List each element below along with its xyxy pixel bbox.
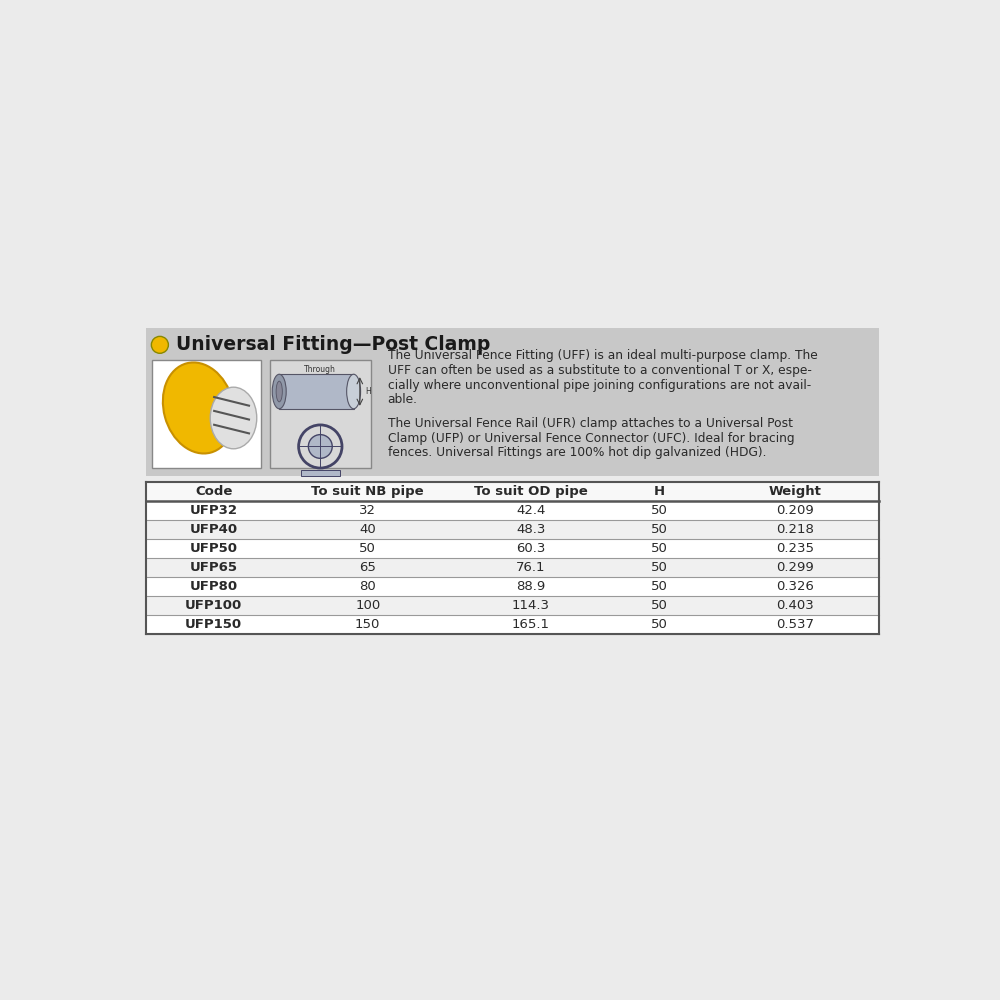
Text: 50: 50 <box>651 542 668 555</box>
Ellipse shape <box>272 374 286 409</box>
Text: 60.3: 60.3 <box>516 542 546 555</box>
Text: H: H <box>654 485 665 498</box>
Text: Weight: Weight <box>768 485 821 498</box>
Text: 50: 50 <box>651 580 668 593</box>
Ellipse shape <box>163 362 234 453</box>
Circle shape <box>151 336 168 353</box>
Text: 76.1: 76.1 <box>516 561 546 574</box>
Text: 0.326: 0.326 <box>776 580 814 593</box>
Text: cially where unconventional pipe joining configurations are not avail-: cially where unconventional pipe joining… <box>388 379 811 392</box>
Text: 0.537: 0.537 <box>776 618 814 631</box>
Bar <box>279 374 354 409</box>
Text: 100: 100 <box>355 599 380 612</box>
Text: 42.4: 42.4 <box>516 504 546 517</box>
Text: UFP65: UFP65 <box>190 561 238 574</box>
Text: able.: able. <box>388 393 418 406</box>
Text: 40: 40 <box>359 523 376 536</box>
Text: UFP50: UFP50 <box>190 542 238 555</box>
Text: UFP100: UFP100 <box>185 599 242 612</box>
Bar <box>146 501 879 520</box>
Bar <box>146 328 879 476</box>
Bar <box>146 615 879 634</box>
Ellipse shape <box>347 374 361 409</box>
Ellipse shape <box>210 387 257 449</box>
Ellipse shape <box>276 381 282 402</box>
Bar <box>146 520 879 539</box>
Text: UFP80: UFP80 <box>190 580 238 593</box>
Text: 88.9: 88.9 <box>516 580 545 593</box>
Text: fences. Universal Fittings are 100% hot dip galvanized (HDG).: fences. Universal Fittings are 100% hot … <box>388 446 766 459</box>
Bar <box>146 577 879 596</box>
Bar <box>301 470 340 476</box>
Text: 50: 50 <box>651 504 668 517</box>
Text: 32: 32 <box>359 504 376 517</box>
Text: 0.403: 0.403 <box>776 599 814 612</box>
Bar <box>270 360 371 468</box>
Text: 50: 50 <box>359 542 376 555</box>
Text: 165.1: 165.1 <box>512 618 550 631</box>
Text: To suit NB pipe: To suit NB pipe <box>311 485 424 498</box>
Text: UFF can often be used as a substitute to a conventional T or X, espe-: UFF can often be used as a substitute to… <box>388 364 812 377</box>
Text: 0.218: 0.218 <box>776 523 814 536</box>
Text: 50: 50 <box>651 523 668 536</box>
Text: 0.235: 0.235 <box>776 542 814 555</box>
Text: H: H <box>365 387 371 396</box>
Bar <box>152 360 261 468</box>
Bar <box>146 539 879 558</box>
Text: 50: 50 <box>651 618 668 631</box>
Text: Through: Through <box>304 365 336 374</box>
Text: Clamp (UFP) or Universal Fence Connector (UFC). Ideal for bracing: Clamp (UFP) or Universal Fence Connector… <box>388 432 794 445</box>
Circle shape <box>308 435 332 458</box>
Bar <box>146 596 879 615</box>
Text: 50: 50 <box>651 599 668 612</box>
Text: UFP32: UFP32 <box>190 504 238 517</box>
Text: The Universal Fence Rail (UFR) clamp attaches to a Universal Post: The Universal Fence Rail (UFR) clamp att… <box>388 417 793 430</box>
Text: To suit OD pipe: To suit OD pipe <box>474 485 588 498</box>
Text: 0.209: 0.209 <box>776 504 814 517</box>
Text: 80: 80 <box>359 580 376 593</box>
Text: Universal Fitting—Post Clamp: Universal Fitting—Post Clamp <box>176 335 491 354</box>
Text: 114.3: 114.3 <box>512 599 550 612</box>
Text: UFP150: UFP150 <box>185 618 242 631</box>
Bar <box>146 482 879 501</box>
Text: 48.3: 48.3 <box>516 523 546 536</box>
Text: 50: 50 <box>651 561 668 574</box>
Text: 65: 65 <box>359 561 376 574</box>
Text: The Universal Fence Fitting (UFF) is an ideal multi-purpose clamp. The: The Universal Fence Fitting (UFF) is an … <box>388 349 817 362</box>
Text: 0.299: 0.299 <box>776 561 814 574</box>
Bar <box>146 558 879 577</box>
Text: Code: Code <box>195 485 232 498</box>
Text: UFP40: UFP40 <box>190 523 238 536</box>
Text: 150: 150 <box>355 618 380 631</box>
